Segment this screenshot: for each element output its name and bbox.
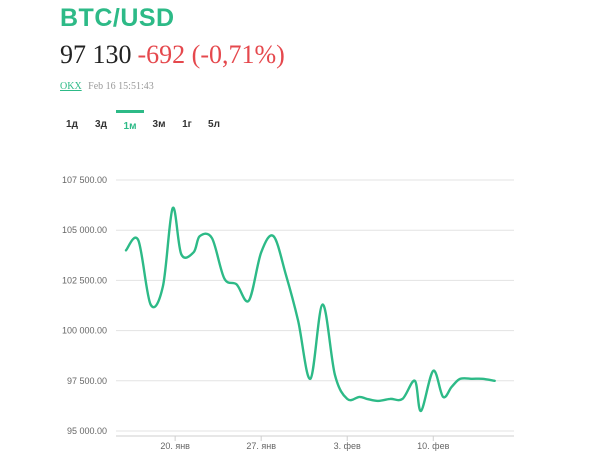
tab-1y[interactable]: 1г — [174, 110, 200, 136]
source-row: OKX Feb 16 15:51:43 — [60, 81, 154, 92]
y-tick-label: 105 000.00 — [62, 225, 107, 235]
tab-1d[interactable]: 1д — [56, 110, 88, 136]
tab-3d[interactable]: 3д — [86, 110, 116, 136]
price-change: -692 (-0,71%) — [138, 40, 285, 69]
price-chart: 95 000.00 97 500.00 100 000.00 102 500.00 10… — [0, 150, 592, 467]
tab-3m[interactable]: 3м — [144, 110, 174, 136]
current-price: 97 130 — [60, 40, 132, 69]
y-tick-label: 97 500.00 — [67, 376, 107, 386]
source-link[interactable]: OKX — [60, 81, 82, 92]
tab-1m[interactable]: 1м — [116, 110, 144, 139]
y-tick-label: 102 500.00 — [62, 275, 107, 285]
price-row: 97 130 -692 (-0,71%) — [60, 40, 285, 70]
x-tick-label: 20. янв — [160, 441, 190, 451]
x-tick-label: 27. янв — [246, 441, 276, 451]
timestamp: Feb 16 15:51:43 — [88, 81, 154, 92]
tab-5y[interactable]: 5л — [200, 110, 228, 136]
pair-title: BTC/USD — [60, 4, 175, 33]
y-tick-label: 107 500.00 — [62, 175, 107, 185]
y-tick-label: 95 000.00 — [67, 426, 107, 436]
x-tick-label: 10. фев — [417, 441, 449, 451]
y-tick-label: 100 000.00 — [62, 326, 107, 336]
x-tick-label: 3. фев — [334, 441, 361, 451]
